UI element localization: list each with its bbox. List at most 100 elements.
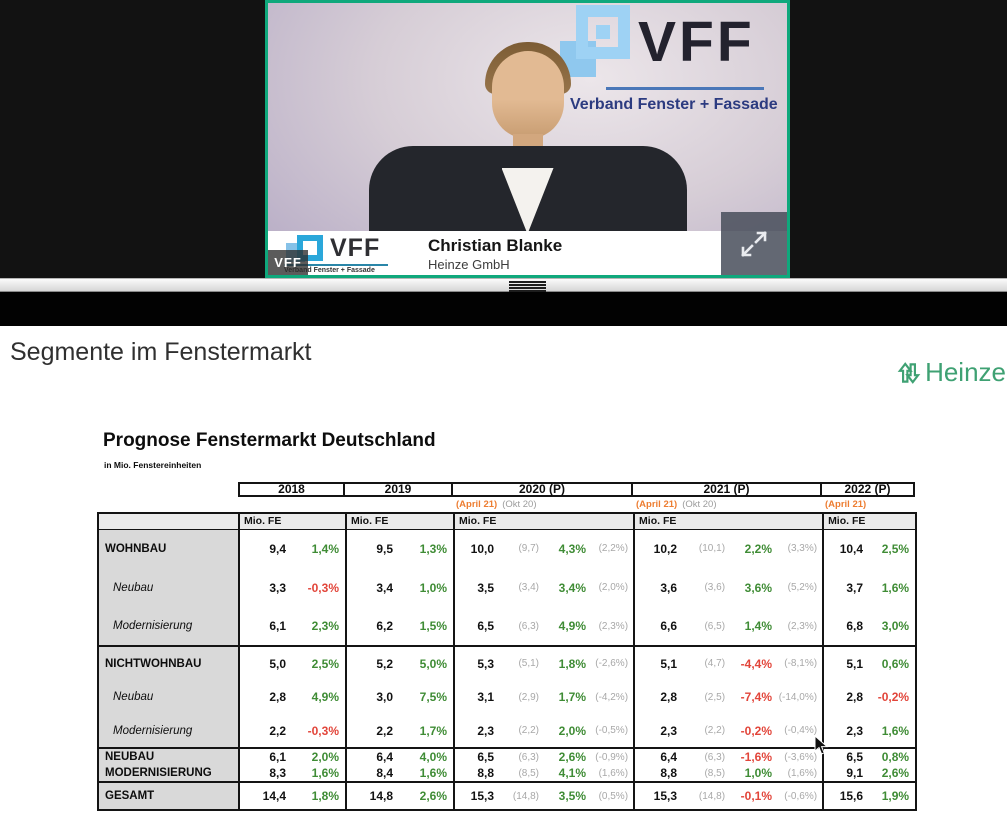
slide-title: Segmente im Fenstermarkt bbox=[10, 338, 312, 366]
table-cell: 2,2 bbox=[345, 714, 401, 748]
table-cell: 2,2 bbox=[238, 714, 294, 748]
unit-row: Mio. FE Mio. FE Mio. FE Mio. FE Mio. FE bbox=[98, 513, 917, 530]
table-cell: 6,1 bbox=[238, 747, 294, 765]
row-label: MODERNISIERUNG bbox=[98, 765, 240, 782]
vff-watermark: VFF bbox=[268, 250, 308, 275]
resize-divider[interactable] bbox=[0, 278, 1007, 292]
table-cell: 4,3% bbox=[558, 541, 586, 556]
drag-handle-icon[interactable] bbox=[509, 281, 546, 293]
table-cell: (0,5%) bbox=[592, 781, 635, 810]
table-cell: 5,0 bbox=[238, 645, 294, 680]
row-label: NEUBAU bbox=[98, 747, 240, 765]
table-cell: 5,1 bbox=[822, 645, 872, 680]
table-cell: 3,1 bbox=[453, 680, 502, 714]
table-cell: 1,4% bbox=[311, 541, 339, 556]
table-cell: 1,3% bbox=[419, 541, 447, 556]
table-title: Prognose Fenstermarkt Deutschland bbox=[103, 430, 436, 451]
table-cell: 4,1% bbox=[558, 766, 586, 780]
table-cell: (2,9) bbox=[518, 691, 539, 703]
table-cell: 1,9% bbox=[871, 781, 917, 810]
table-cell: (3,6) bbox=[704, 582, 726, 593]
table-cell: (5,1) bbox=[502, 645, 544, 680]
table-cell: 3,6% bbox=[744, 580, 773, 595]
table-cell: -1,6% bbox=[730, 747, 779, 765]
table-cell: (1,6%) bbox=[787, 767, 818, 779]
table-cell: 8,8 bbox=[453, 765, 502, 782]
table-cell: 1,4% bbox=[744, 619, 773, 633]
forecast-table-area: 2018 2019 2020 (P) 2021 (P) 2022 (P) (April … bbox=[97, 482, 918, 811]
table-cell: 14,4 bbox=[238, 781, 294, 810]
table-cell: 9,4 bbox=[238, 529, 294, 568]
unit-label: Mio. FE bbox=[238, 513, 346, 530]
table-cell: (2,2) bbox=[518, 725, 539, 736]
table-cell: 2,5% bbox=[881, 541, 910, 556]
banner-logo-line bbox=[284, 264, 388, 266]
table-cell: 3,6 bbox=[633, 568, 686, 607]
table-cell: (14,8) bbox=[502, 781, 544, 810]
logo-divider-line bbox=[606, 87, 764, 90]
table-cell: (6,3) bbox=[518, 620, 539, 632]
vff-backdrop-logo: VFF Verband Fenster + Fassade bbox=[560, 3, 780, 114]
table-cell: 2,8 bbox=[822, 680, 872, 714]
table-cell: 4,0% bbox=[401, 747, 454, 765]
table-cell: 5,2 bbox=[345, 645, 401, 680]
table-cell: (-0,5%) bbox=[595, 725, 629, 736]
table-cell: 3,3 bbox=[238, 568, 294, 607]
table-cell: 10,4 bbox=[822, 529, 872, 568]
table-cell: 8,4 bbox=[345, 765, 401, 782]
table-row: GESAMT 14,4 1,8% 14,8 2,6% 15,3 (14,8) 3,5% (0,5… bbox=[98, 781, 917, 810]
heinze-arrows-icon bbox=[897, 361, 921, 384]
table-cell: 4,9% bbox=[558, 619, 586, 633]
year-header: 2019 bbox=[345, 482, 453, 497]
table-cell: 2,8 bbox=[633, 680, 686, 714]
table-cell: (6,3) bbox=[502, 747, 544, 765]
table-cell: 1,6% bbox=[311, 766, 339, 780]
table-cell: 1,8% bbox=[544, 645, 592, 680]
video-panel: VFF Verband Fenster + Fassade bbox=[0, 0, 1007, 278]
table-cell: 3,0 bbox=[345, 680, 401, 714]
table-cell: 8,8 bbox=[633, 765, 686, 782]
table-cell: (14,8) bbox=[685, 781, 731, 810]
table-cell: (-4,2%) bbox=[595, 691, 629, 703]
table-cell: 1,0% bbox=[419, 580, 447, 595]
forecast-table: Mio. FE Mio. FE Mio. FE Mio. FE Mio. FE WOHNB… bbox=[97, 512, 918, 811]
table-cell: (-0,6%) bbox=[778, 781, 824, 810]
table-cell: (8,5) bbox=[518, 767, 539, 779]
table-cell: 6,8 bbox=[822, 607, 872, 646]
table-cell: 2,6% bbox=[401, 781, 454, 810]
table-cell: (5,2%) bbox=[787, 582, 818, 593]
unit-label: Mio. FE bbox=[345, 513, 454, 530]
heinze-logo-text: Heinze bbox=[925, 357, 1006, 387]
table-cell: 1,6% bbox=[881, 723, 910, 738]
revision-label: (April 21) bbox=[636, 499, 678, 510]
table-cell: -0,2% bbox=[877, 690, 910, 704]
table-cell: 2,0% bbox=[294, 747, 346, 765]
speaker-video: VFF Verband Fenster + Fassade bbox=[265, 0, 790, 278]
year-header: 2021 (P) bbox=[633, 482, 822, 497]
expand-video-button[interactable] bbox=[721, 212, 787, 275]
vff-squares-icon bbox=[560, 3, 634, 83]
table-cell: 5,3 bbox=[453, 645, 502, 680]
table-cell: (8,5) bbox=[704, 767, 726, 779]
revision-label: (Okt 20) bbox=[502, 499, 537, 510]
table-cell: 3,7 bbox=[822, 568, 872, 607]
table-cell: (-3,6%) bbox=[778, 747, 824, 765]
table-cell: (2,3%) bbox=[598, 620, 629, 632]
heinze-logo: Heinze bbox=[895, 357, 1006, 388]
table-cell: 2,3 bbox=[822, 714, 872, 748]
table-cell: (2,0%) bbox=[598, 582, 629, 593]
table-cell: (2,5) bbox=[704, 691, 726, 703]
table-cell: (2,2%) bbox=[598, 543, 629, 555]
mouse-cursor bbox=[814, 734, 829, 761]
table-row: NICHTWOHNBAU 5,0 2,5% 5,2 5,0% 5,3 (5,1) 1,8% (-… bbox=[98, 645, 917, 680]
table-row: Modernisierung 6,1 2,3% 6,2 1,5% 6,5 (6,3) 4,9%… bbox=[98, 607, 916, 646]
table-cell: 2,3 bbox=[453, 714, 502, 748]
table-cell: -4,4% bbox=[730, 645, 779, 680]
table-cell: 4,9% bbox=[311, 690, 339, 704]
row-label: GESAMT bbox=[98, 781, 240, 810]
table-cell: 3,4 bbox=[345, 568, 401, 607]
unit-label: Mio. FE bbox=[452, 513, 635, 530]
table-cell: 15,6 bbox=[822, 781, 872, 810]
unit-label: Mio. FE bbox=[822, 513, 917, 530]
table-cell: 1,6% bbox=[881, 580, 910, 595]
